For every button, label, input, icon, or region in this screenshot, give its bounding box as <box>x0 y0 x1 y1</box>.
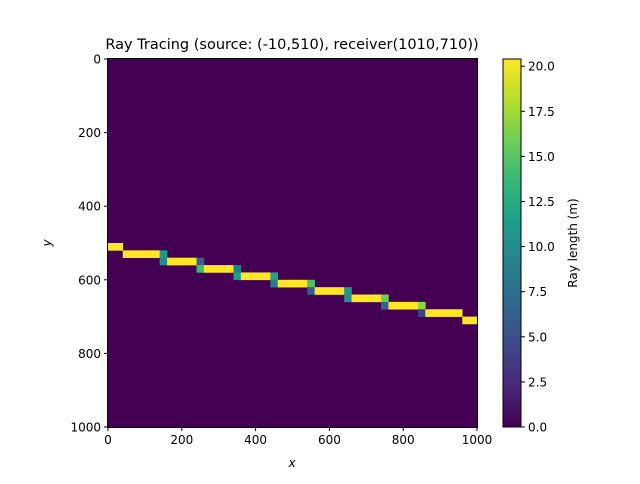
heatmap-cell <box>115 243 124 251</box>
x-axis-ticks: 0 200 400 600 800 1000 <box>104 427 492 447</box>
heatmap-background <box>108 59 477 427</box>
heatmap-cell <box>307 287 315 295</box>
heatmap-cell <box>240 272 249 281</box>
heatmap-cell <box>381 301 389 310</box>
x-tick-label: 0 <box>104 433 112 447</box>
heatmap-cell <box>174 257 183 266</box>
heatmap-cell <box>329 287 338 295</box>
colorbar-tick-label: 12.5 <box>528 195 555 209</box>
heatmap-cell <box>233 265 242 273</box>
heatmap-cell <box>203 265 212 273</box>
y-tick-label: 1000 <box>70 421 101 435</box>
heatmap-cell <box>152 250 160 259</box>
y-tick-label: 800 <box>78 347 101 361</box>
colorbar-tick-label: 2.5 <box>528 375 547 389</box>
colorbar-ticks: 0.0 2.5 5.0 7.5 10.0 12.5 15.0 17.5 20.0 <box>521 60 555 435</box>
heatmap-cell <box>196 265 205 273</box>
colorbar-label: Ray length (m) <box>566 198 580 287</box>
colorbar-tick-label: 7.5 <box>528 285 547 299</box>
x-tick-label: 800 <box>392 433 415 447</box>
heatmap-cell <box>248 272 256 281</box>
heatmap-cell <box>159 250 168 259</box>
colorbar-tick-label: 5.0 <box>528 330 547 344</box>
heatmap-cell <box>314 287 323 295</box>
x-tick-label: 400 <box>244 433 267 447</box>
heatmap-cell <box>277 279 286 288</box>
heatmap-cell <box>270 272 279 281</box>
y-tick-label: 200 <box>78 126 101 140</box>
heatmap-cell <box>122 250 131 259</box>
x-tick-label: 1000 <box>462 433 493 447</box>
heatmap-cell <box>373 294 382 303</box>
heatmap-cell <box>425 309 434 317</box>
colorbar-tick-label: 15.0 <box>528 150 555 164</box>
heatmap-cell <box>388 301 397 310</box>
heatmap-cell <box>381 294 389 303</box>
x-tick-label: 600 <box>318 433 341 447</box>
heatmap-cell <box>307 279 315 288</box>
heatmap-cell <box>144 250 153 259</box>
heatmap-cell <box>395 301 404 310</box>
heatmap-cell <box>454 309 463 317</box>
heatmap-cell <box>469 316 478 325</box>
heatmap-cell <box>189 257 197 266</box>
x-axis-label: x <box>287 456 296 470</box>
heatmap-cell <box>462 316 470 325</box>
colorbar-tick-label: 0.0 <box>528 421 547 435</box>
heatmap-cell <box>218 265 227 273</box>
heatmap-cell <box>403 301 411 310</box>
heatmap-cell <box>322 287 330 295</box>
x-tick-label: 200 <box>170 433 193 447</box>
heatmap-cell <box>344 294 352 303</box>
heatmap-cell <box>440 309 448 317</box>
heatmap-cell <box>432 309 441 317</box>
heatmap-cell <box>417 309 426 317</box>
heatmap-cell <box>226 265 234 273</box>
heatmap-cell <box>358 294 367 303</box>
heatmap-cell <box>351 294 360 303</box>
plot-frame <box>107 58 478 428</box>
heatmap-cell <box>137 250 146 259</box>
y-axis-label: y <box>40 239 54 248</box>
heatmap-cell <box>292 279 301 288</box>
heatmap-cell <box>344 287 352 295</box>
heatmap-cell <box>159 257 168 266</box>
heatmap-area <box>108 59 478 427</box>
heatmap-cell <box>262 272 271 281</box>
y-tick-label: 600 <box>78 273 101 287</box>
heatmap-cell <box>196 257 205 266</box>
heatmap-cell <box>299 279 308 288</box>
colorbar-tick-label: 10.0 <box>528 240 555 254</box>
y-axis-ticks: 0 200 400 600 800 1000 <box>70 53 108 435</box>
heatmap-cell <box>447 309 456 317</box>
heatmap-cell <box>417 301 426 310</box>
heatmap-cell <box>255 272 264 281</box>
colorbar-tick-label: 20.0 <box>528 60 555 74</box>
heatmap-cell <box>167 257 175 266</box>
heatmap-cell <box>366 294 374 303</box>
y-tick-label: 400 <box>78 200 101 214</box>
heatmap-cell <box>181 257 190 266</box>
heatmap-cell <box>130 250 138 259</box>
y-tick-label: 0 <box>93 53 101 67</box>
heatmap-cell <box>108 243 116 251</box>
heatmap-cell <box>410 301 419 310</box>
colorbar <box>502 58 522 428</box>
colorbar-tick-label: 17.5 <box>528 105 555 119</box>
heatmap-cell <box>233 272 242 281</box>
heatmap-cell <box>285 279 293 288</box>
chart-title: Ray Tracing (source: (-10,510), receiver… <box>105 37 478 53</box>
heatmap-cell <box>270 279 279 288</box>
heatmap-cell <box>336 287 345 295</box>
heatmap-cell <box>211 265 219 273</box>
